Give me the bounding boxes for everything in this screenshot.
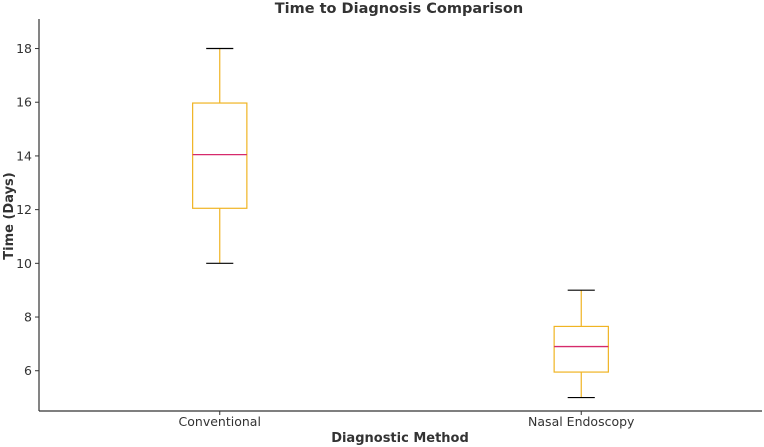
y-tick-label: 6 [24,363,32,378]
x-tick-label: Conventional [179,414,261,429]
y-tick-label: 18 [16,41,32,56]
y-tick-label: 12 [16,202,32,217]
x-tick-label: Nasal Endoscopy [528,414,635,429]
y-axis-label: Time (Days) [2,172,17,259]
y-axis-ticks: 6 8 10 12 14 16 18 [16,41,39,378]
box-group [192,47,248,264]
y-tick-label: 16 [16,95,32,110]
x-axis-ticks: Conventional Nasal Endoscopy [179,411,635,429]
x-axis-label: Diagnostic Method [331,431,469,446]
iqr-box [553,325,609,373]
y-tick-label: 8 [24,310,32,325]
box-group [553,289,609,399]
chart-title: Time to Diagnosis Comparison [275,1,523,17]
y-tick-label: 10 [16,256,32,271]
y-tick-label: 14 [16,148,32,163]
iqr-box [192,102,248,209]
box-series [192,47,609,399]
